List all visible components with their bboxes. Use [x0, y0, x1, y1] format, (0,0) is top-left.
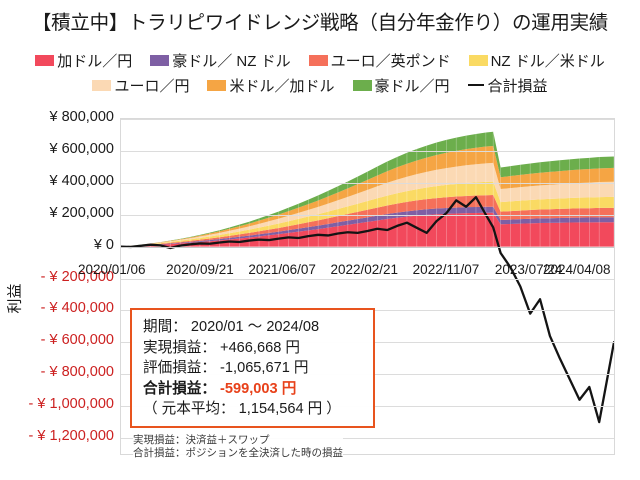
y-axis-tick-mark [120, 215, 121, 216]
x-axis-tick-label: 2022/02/21 [330, 262, 399, 277]
info-realized: 実現損益： +466,668 円 [143, 338, 364, 359]
legend-item-label: ユーロ／英ポンド [330, 53, 451, 70]
info-principal: （ 元本平均： 1,154,564 円 ） [143, 401, 341, 417]
y-axis-tick-mark [120, 119, 121, 120]
y-axis-tick-mark [120, 342, 121, 343]
info-period-value: 2020/01 ～ 2024/08 [190, 319, 320, 335]
y-axis-tick-label: ¥ 200,000 [49, 204, 114, 221]
column-texture [150, 131, 614, 247]
info-total-value: -599,003 円 [220, 380, 297, 397]
stacked-area-chart [121, 131, 614, 424]
info-total: 合計損益： -599,003 円 [143, 379, 364, 400]
info-realized-value: +466,668 円 [220, 339, 300, 356]
legend-row-1: 加ドル／円 豪ドル／ NZ ドル ユーロ／英ポンド NZ ドル／米ドル [0, 48, 640, 73]
info-realized-label: 実現損益： [143, 339, 216, 356]
y-axis-tick-mark [120, 438, 121, 439]
page-title: 【積立中】トラリピワイドレンジ戦略（自分年金作り）の運用実績 [31, 12, 608, 34]
x-axis-tick-label: 2022/11/07 [412, 262, 480, 277]
zero-line [121, 246, 614, 248]
gridline [121, 182, 614, 184]
legend-color-swatch [92, 80, 112, 91]
legend-color-swatch [308, 55, 328, 66]
legend-item[interactable]: 豪ドル／ NZ ドル [150, 50, 291, 71]
y-axis-tick-label: ¥ 400,000 [49, 172, 114, 189]
legend-item[interactable]: ユーロ／円 [92, 75, 189, 96]
x-axis-tick-label: 2020/09/21 [166, 262, 234, 277]
gridline [121, 278, 614, 280]
info-period: 期間： 2020/01 ～ 2024/08 [143, 317, 364, 338]
total-profit-line [121, 196, 614, 424]
legend-item[interactable]: 豪ドル／円 [352, 75, 450, 96]
gridline [121, 150, 614, 152]
legend-item[interactable]: 加ドル／円 [35, 50, 132, 71]
summary-info-box: 期間： 2020/01 ～ 2024/08 実現損益： +466,668 円 評… [130, 308, 375, 428]
legend-color-swatch [207, 80, 227, 91]
y-axis-tick-label: - ¥ 600,000 [40, 332, 114, 349]
legend-line-icon [467, 83, 484, 86]
x-axis-tick-label: 2024/04/08 [543, 262, 611, 277]
y-axis-tick-label: - ¥ 1,000,000 [28, 396, 114, 413]
area-series [121, 206, 614, 247]
gridline [121, 214, 614, 216]
legend-color-swatch [352, 80, 372, 91]
chart-legend: 加ドル／円 豪ドル／ NZ ドル ユーロ／英ポンド NZ ドル／米ドル ユーロ／円 米ド… [0, 48, 640, 98]
legend-item[interactable]: 合計損益 [467, 75, 548, 96]
legend-item-label: 豪ドル／ NZ ドル [172, 53, 291, 70]
info-total-label: 合計損益： [143, 380, 216, 397]
y-axis-tick-mark [120, 151, 121, 152]
legend-item-label: ユーロ／円 [114, 78, 190, 95]
footnotes: 実現損益：決済益＋スワップ 合計損益：ポジションを全決済した時の損益 [133, 434, 343, 460]
x-axis-tick-label: 2021/06/07 [248, 262, 316, 277]
info-period-label: 期間： [143, 319, 187, 335]
y-axis-tick-mark [120, 279, 121, 280]
y-axis-tick-mark [120, 183, 121, 184]
y-axis-tick-mark [120, 247, 121, 248]
gridline [121, 119, 614, 120]
y-axis-tick-label: ¥ 600,000 [49, 140, 114, 157]
legend-row-2: ユーロ／円 米ドル／加ドル 豪ドル／円 合計損益 [0, 73, 640, 98]
x-axis-tick-label: 2023/07/24 [494, 262, 563, 277]
info-valuation: 評価損益： -1,065,671 円 [143, 358, 364, 379]
legend-color-swatch [150, 55, 170, 66]
legend-item-label: 米ドル／加ドル [229, 78, 335, 95]
y-axis-tick-label: ¥ 800,000 [49, 109, 114, 125]
legend-item[interactable]: ユーロ／英ポンド [308, 50, 451, 71]
y-axis-title: 利益 [6, 283, 24, 314]
legend-item-label: 加ドル／円 [57, 53, 133, 70]
legend-item[interactable]: 米ドル／加ドル [207, 75, 335, 96]
legend-color-swatch [468, 55, 488, 66]
legend-item[interactable]: NZ ドル／米ドル [468, 50, 605, 71]
info-valuation-value: -1,065,671 円 [220, 360, 309, 376]
footnote-2: 合計損益：ポジションを全決済した時の損益 [133, 447, 343, 459]
gridline [121, 438, 614, 440]
y-axis-tick-label: - ¥ 1,200,000 [28, 428, 114, 445]
legend-item-label: NZ ドル／米ドル [490, 53, 605, 70]
y-axis-tick-mark [120, 406, 121, 407]
y-axis-tick-label: - ¥ 400,000 [40, 300, 114, 317]
y-axis-tick-label: - ¥ 200,000 [40, 268, 114, 285]
x-axis-tick-label: 2020/01/06 [78, 262, 146, 277]
legend-item-label: 合計損益 [487, 78, 548, 95]
y-axis-tick-mark [120, 374, 121, 375]
y-axis-tick-label: ¥ 0 [93, 236, 114, 253]
info-valuation-label: 評価損益： [143, 360, 216, 376]
area-series [121, 195, 614, 247]
legend-item-label: 豪ドル／円 [374, 78, 450, 95]
y-axis-tick-mark [120, 310, 121, 311]
y-axis-tick-label: - ¥ 800,000 [40, 364, 114, 381]
legend-color-swatch [35, 55, 55, 66]
footnote-1: 実現損益：決済益＋スワップ [133, 434, 270, 446]
